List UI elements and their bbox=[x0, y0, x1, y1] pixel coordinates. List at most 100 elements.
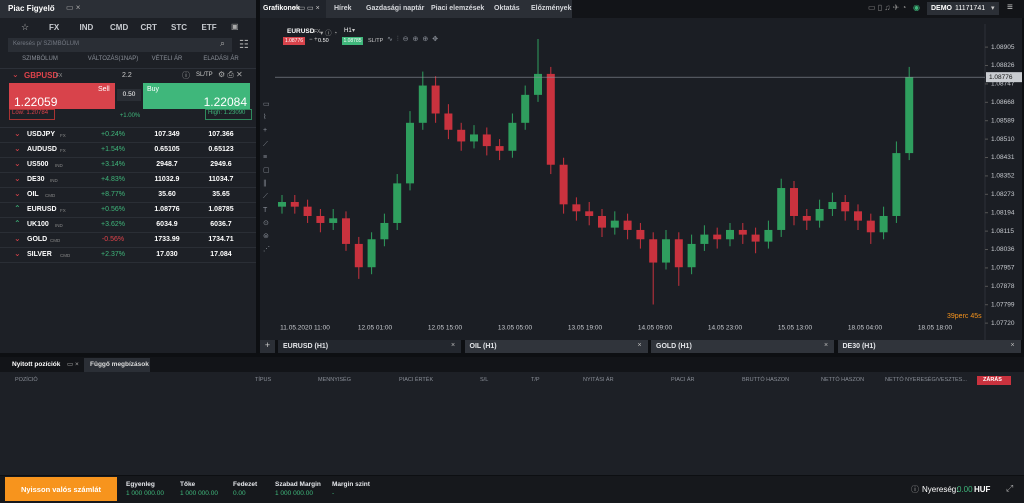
top-tab[interactable]: Oktatás bbox=[494, 5, 520, 12]
x-tick-label: 18.05 18:00 bbox=[918, 325, 953, 332]
watchlist-row[interactable] bbox=[0, 127, 256, 143]
buy-label: Buy bbox=[147, 86, 160, 93]
watchlist-row[interactable] bbox=[0, 157, 256, 173]
candle-body bbox=[418, 85, 427, 123]
watchlist-row[interactable] bbox=[0, 247, 256, 263]
watchlist-title: Piac Figyelő bbox=[8, 4, 55, 13]
positions-tabbar bbox=[0, 357, 1024, 372]
top-tab[interactable]: Piaci elemzések bbox=[431, 5, 485, 12]
row-bid: 11032.9 bbox=[154, 176, 180, 183]
trend-chevron: ⌄ bbox=[14, 234, 21, 243]
column-header: SZIMBÓLUM bbox=[22, 56, 58, 62]
top-tab[interactable]: Előzmények bbox=[531, 5, 572, 12]
y-tick-label: 1.08747 bbox=[991, 81, 1015, 88]
watchlist-row[interactable] bbox=[0, 187, 256, 203]
stat-value: 0.00 bbox=[233, 490, 246, 497]
window-icons[interactable]: ▭ × bbox=[66, 3, 81, 12]
watchlist-tab[interactable]: IND bbox=[79, 23, 94, 32]
row-ask: 1.08785 bbox=[208, 206, 234, 213]
chart-buy-box[interactable] bbox=[342, 37, 363, 45]
add-chart-tab[interactable]: + bbox=[260, 340, 275, 353]
candle-body bbox=[521, 94, 530, 123]
chart-tab-label: OIL (H1) bbox=[469, 343, 497, 350]
open-account-label: Nyisson valós számlát bbox=[20, 485, 102, 494]
favorites-tab[interactable]: ☆ bbox=[21, 22, 30, 32]
high-label: High: 1.23090 bbox=[208, 110, 246, 116]
watchlist-row[interactable] bbox=[0, 172, 256, 188]
watchlist-tab[interactable]: CMD bbox=[110, 23, 129, 32]
candle-body bbox=[329, 218, 338, 223]
close-all-button[interactable] bbox=[977, 376, 1011, 385]
charts-caret: ▾ ▭ ▭ × bbox=[293, 5, 320, 12]
row-symbol: USDJPY bbox=[27, 131, 56, 138]
grid-view-icon[interactable]: ☷ bbox=[239, 39, 249, 51]
watchlist-row[interactable] bbox=[0, 232, 256, 248]
pending-tab[interactable]: Függő megbízások bbox=[90, 361, 149, 368]
row-class: IND bbox=[50, 178, 58, 183]
info-icon[interactable]: ⓘ bbox=[182, 71, 190, 80]
chart-tab-close[interactable]: × bbox=[824, 342, 829, 349]
row-bid: 35.60 bbox=[158, 191, 176, 198]
candle-body bbox=[879, 215, 888, 233]
chart-tab[interactable] bbox=[651, 340, 834, 353]
chart-sltp[interactable]: SL/TP bbox=[368, 38, 384, 44]
row-actions[interactable]: ⚙ ⎙ ✕ bbox=[218, 70, 243, 79]
chart-tab-close[interactable]: × bbox=[637, 342, 642, 349]
x-tick-label: 13.05 05:00 bbox=[498, 325, 533, 332]
candle-body bbox=[546, 73, 555, 165]
lock-icon[interactable]: ▣ bbox=[231, 22, 239, 31]
candle-body bbox=[815, 208, 824, 221]
account-box[interactable] bbox=[927, 2, 999, 15]
chart-tab-close[interactable]: × bbox=[1010, 342, 1015, 349]
candle-body bbox=[342, 218, 350, 244]
positions-column: NYITÁSI ÁR bbox=[583, 377, 614, 383]
search-box[interactable] bbox=[8, 38, 232, 52]
chart-tab[interactable] bbox=[464, 340, 648, 353]
trend-chevron: ⌄ bbox=[14, 249, 21, 258]
top-tab[interactable]: Hírek bbox=[334, 5, 352, 12]
watchlist-row[interactable] bbox=[0, 202, 256, 218]
row-class: FX bbox=[60, 148, 66, 153]
chart-sell-box[interactable] bbox=[283, 37, 305, 45]
search-icon[interactable]: ⌕ bbox=[220, 38, 226, 48]
positions-column: PIACI ÉRTÉK bbox=[399, 377, 434, 383]
chart-tab-close[interactable]: × bbox=[451, 342, 456, 349]
lot-box[interactable] bbox=[117, 89, 141, 101]
row-bid: 6034.9 bbox=[156, 221, 178, 228]
fullscreen-icon[interactable]: ⤢ bbox=[1006, 483, 1014, 493]
candle-body bbox=[290, 202, 299, 207]
chart-tools: ∿⫶⊖⊕⊕✥ bbox=[387, 36, 443, 43]
chart-tab[interactable] bbox=[278, 340, 461, 353]
row-change: -0.56% bbox=[101, 236, 125, 243]
watchlist-tab[interactable]: ETF bbox=[201, 23, 217, 32]
charts-menu[interactable]: Grafikonok bbox=[263, 5, 300, 12]
chart-timeframe[interactable]: H1 bbox=[344, 28, 352, 34]
row-change: +8.77% bbox=[101, 191, 125, 198]
candle-countdown: 39perc 45s bbox=[947, 313, 982, 320]
menu-icon[interactable]: ≡ bbox=[1007, 2, 1013, 13]
buy-button[interactable] bbox=[143, 83, 250, 109]
watchlist-row[interactable] bbox=[0, 142, 256, 158]
collapse-chevron[interactable]: ⌄ bbox=[12, 70, 19, 79]
row-class: FX bbox=[60, 133, 66, 138]
open-account-button[interactable] bbox=[5, 477, 117, 501]
positions-tab[interactable]: Nyitott pozíciók bbox=[12, 361, 61, 368]
sell-button[interactable] bbox=[9, 83, 115, 109]
x-tick-label: 14.05 23:00 bbox=[708, 325, 743, 332]
watchlist-row[interactable] bbox=[0, 217, 256, 233]
candle-body bbox=[828, 202, 837, 209]
pending-tab-bg[interactable] bbox=[84, 358, 150, 372]
y-tick-label: 1.08431 bbox=[991, 154, 1015, 161]
selected-sltp[interactable]: SL/TP bbox=[196, 72, 213, 78]
top-tab[interactable]: Gazdasági naptár bbox=[366, 5, 425, 12]
stat-value: 1 000 000.00 bbox=[126, 490, 164, 497]
stat-label: Szabad Margin bbox=[275, 481, 321, 488]
watchlist-tab[interactable]: STC bbox=[171, 23, 187, 32]
candle-body bbox=[905, 77, 914, 154]
charts-tab[interactable] bbox=[260, 0, 326, 18]
chart-tab[interactable] bbox=[837, 340, 1021, 353]
watchlist-tab[interactable]: FX bbox=[49, 23, 60, 32]
account-mode: DEMO bbox=[931, 5, 952, 12]
watchlist-tab[interactable]: CRT bbox=[140, 23, 157, 32]
